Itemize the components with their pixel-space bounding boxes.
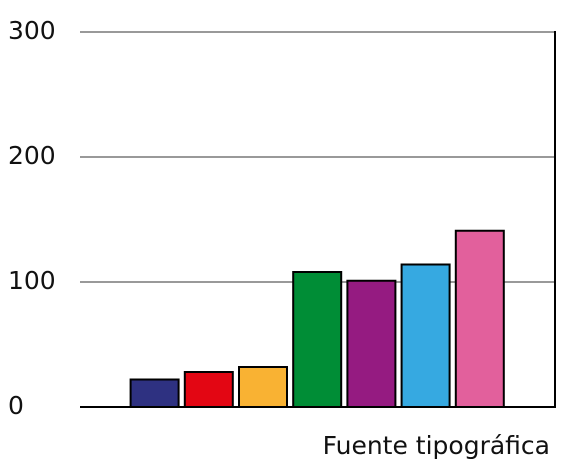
bar [454, 229, 505, 408]
bar [183, 371, 234, 408]
bar [292, 271, 343, 408]
bar [129, 378, 180, 408]
y-tick-label: 100 [8, 266, 56, 295]
bar [400, 263, 451, 408]
y-tick-label: 200 [8, 141, 56, 170]
x-axis-label: Fuente tipográfica [323, 431, 550, 460]
y-tick-label: 300 [8, 16, 56, 45]
bar [346, 279, 397, 408]
y-tick-label: 0 [8, 391, 24, 420]
bar [238, 366, 288, 408]
